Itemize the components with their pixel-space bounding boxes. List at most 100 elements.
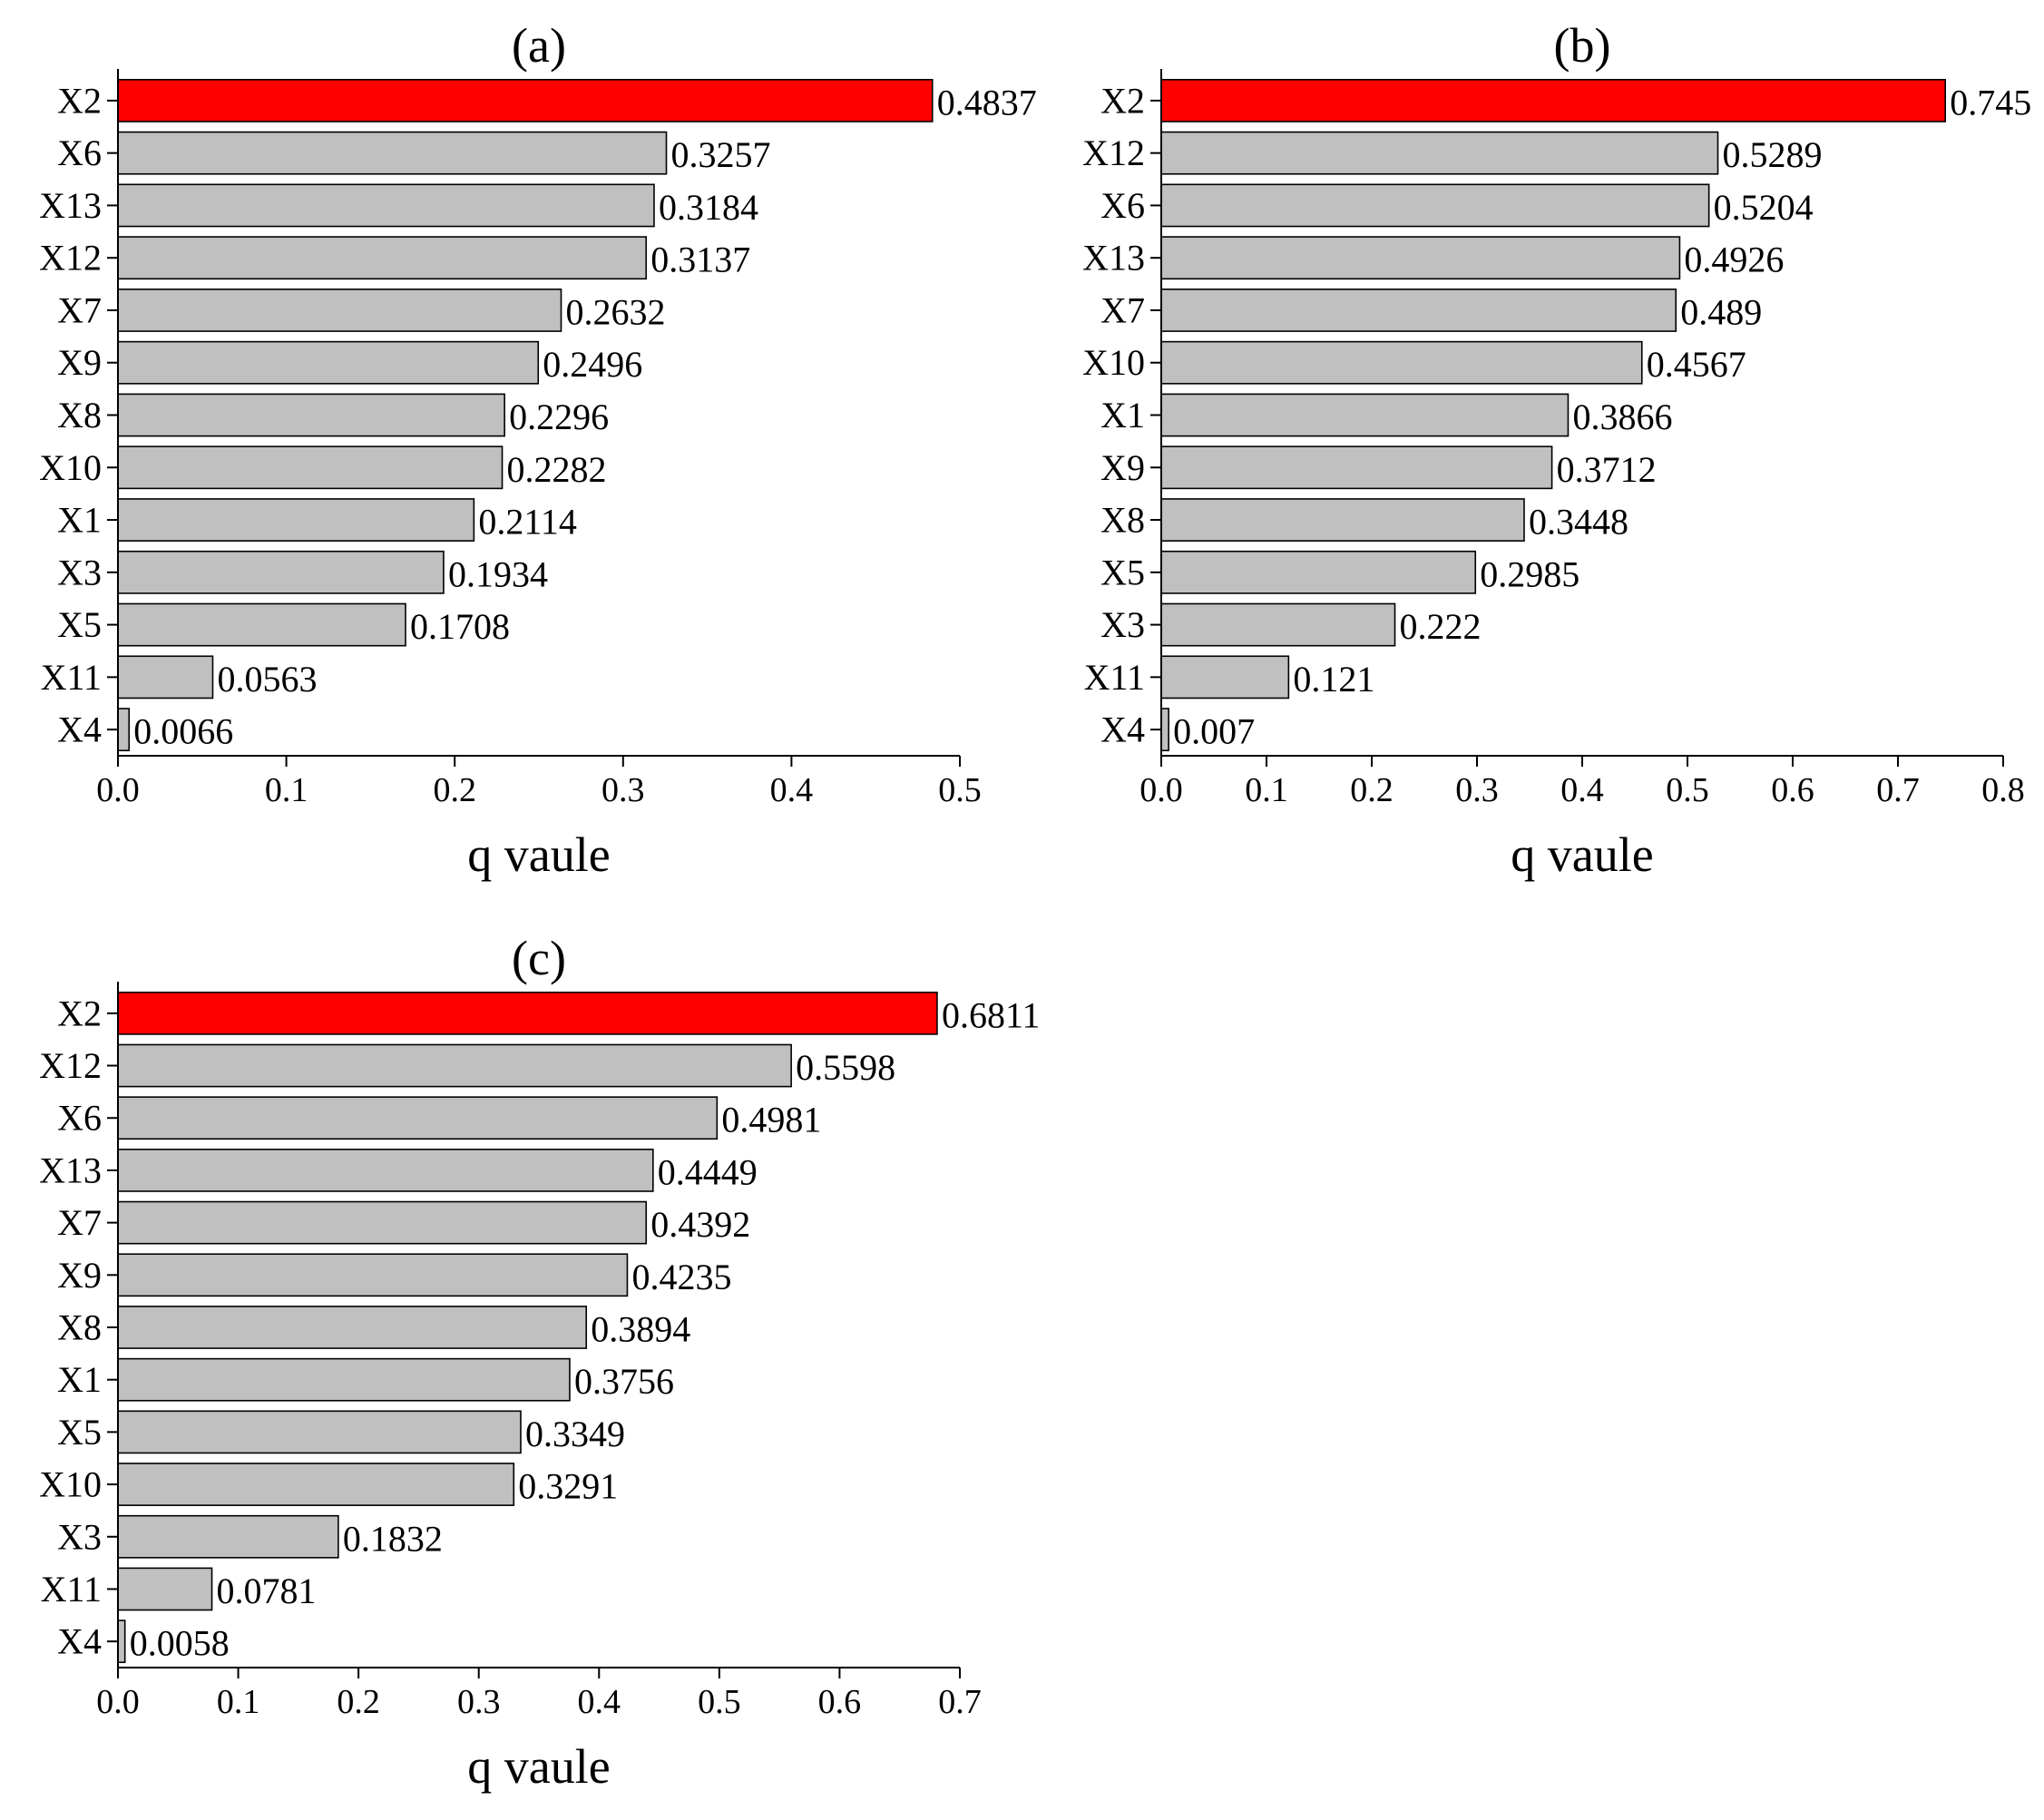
category-label-b: X6 [1100, 185, 1145, 226]
bar-x10-b [1160, 340, 1643, 385]
x-tick-label-a: 0.3 [601, 771, 645, 809]
x-tick-label-c: 0.6 [818, 1683, 862, 1721]
bar-x7-b [1160, 289, 1677, 332]
bar-x2-b [1160, 78, 1947, 122]
bar-x12-c [117, 1043, 792, 1088]
x-tick-label-b: 0.2 [1350, 771, 1394, 809]
bar-x9-c [117, 1253, 629, 1297]
category-label-c: X2 [57, 993, 102, 1033]
data-label-b: 0.222 [1400, 606, 1482, 647]
category-label-a: X10 [39, 447, 102, 488]
bar-x1-b [1160, 393, 1570, 437]
bar-x13-a [117, 183, 655, 228]
data-label-c: 0.5598 [796, 1047, 895, 1088]
bar-x8-a [117, 393, 505, 437]
bar-x5-a [117, 602, 406, 647]
x-tick-label-c: 0.1 [217, 1683, 260, 1721]
category-label-a: X12 [39, 238, 102, 279]
data-label-a: 0.0563 [217, 659, 317, 700]
data-label-a: 0.0066 [133, 711, 233, 752]
data-label-c: 0.3349 [525, 1414, 625, 1454]
category-label-c: X11 [41, 1569, 102, 1610]
category-label-b: X11 [1084, 657, 1145, 698]
data-label-a: 0.1934 [448, 553, 548, 594]
bar-x8-b [1160, 498, 1525, 542]
bar-x3-a [117, 550, 445, 594]
category-label-a: X3 [57, 552, 102, 592]
bar-x5-c [117, 1410, 522, 1454]
x-tick-label-c: 0.2 [337, 1683, 380, 1721]
category-label-c: X1 [57, 1359, 102, 1400]
x-tick-label-c: 0.0 [96, 1683, 140, 1721]
data-label-b: 0.4567 [1647, 344, 1746, 385]
data-label-a: 0.1708 [410, 606, 510, 647]
chart-title-b: (b) [1554, 18, 1611, 73]
bar-x10-a [117, 445, 504, 490]
category-label-b: X12 [1082, 132, 1145, 173]
x-tick-label-b: 0.6 [1771, 771, 1814, 809]
data-label-c: 0.4392 [650, 1204, 750, 1245]
x-tick-label-a: 0.4 [770, 771, 814, 809]
category-label-c: X12 [39, 1045, 102, 1086]
data-label-b: 0.007 [1173, 711, 1255, 752]
category-label-a: X5 [57, 604, 102, 645]
data-label-b: 0.121 [1293, 659, 1374, 700]
bar-x9-a [117, 340, 540, 385]
data-label-b: 0.3866 [1572, 396, 1672, 437]
bar-x4-c [117, 1619, 126, 1664]
data-label-b: 0.745 [1950, 82, 2031, 122]
category-label-b: X8 [1100, 500, 1145, 541]
category-label-a: X7 [57, 289, 102, 330]
data-label-b: 0.3712 [1557, 449, 1657, 490]
data-label-c: 0.3894 [591, 1309, 690, 1350]
category-label-a: X6 [57, 132, 102, 173]
category-label-c: X13 [39, 1150, 102, 1190]
category-label-c: X4 [57, 1621, 102, 1662]
bar-x11-c [117, 1567, 213, 1611]
chart-title-a: (a) [512, 18, 566, 73]
x-tick-label-a: 0.2 [433, 771, 476, 809]
category-label-b: X7 [1100, 289, 1145, 330]
x-tick-label-b: 0.3 [1455, 771, 1499, 809]
x-axis-title-b: q vaule [1511, 827, 1653, 882]
bar-x6-b [1160, 183, 1710, 228]
data-label-b: 0.5204 [1714, 187, 1814, 228]
data-label-a: 0.2296 [509, 396, 609, 437]
category-label-a: X4 [57, 709, 102, 750]
data-label-a: 0.2114 [478, 502, 577, 543]
category-label-c: X8 [57, 1307, 102, 1348]
bar-x3-c [117, 1514, 339, 1559]
category-label-a: X1 [57, 500, 102, 541]
data-label-c: 0.6811 [942, 994, 1041, 1035]
bar-x13-b [1160, 236, 1681, 280]
bar-x7-a [117, 289, 562, 332]
data-label-b: 0.5289 [1723, 134, 1823, 175]
x-tick-label-c: 0.3 [457, 1683, 501, 1721]
x-tick-label-b: 0.1 [1245, 771, 1288, 809]
bar-x9-b [1160, 445, 1553, 490]
category-label-b: X13 [1082, 238, 1145, 279]
bar-x1-c [117, 1357, 571, 1402]
bar-x13-c [117, 1149, 654, 1192]
category-label-a: X9 [57, 342, 102, 383]
data-label-b: 0.489 [1680, 291, 1762, 332]
bar-x3-b [1160, 602, 1396, 647]
x-tick-label-b: 0.5 [1666, 771, 1709, 809]
data-label-b: 0.2985 [1480, 553, 1579, 594]
data-label-b: 0.3448 [1529, 502, 1628, 543]
category-label-a: X11 [41, 657, 102, 698]
category-label-c: X9 [57, 1255, 102, 1296]
x-tick-label-b: 0.0 [1139, 771, 1183, 809]
x-tick-label-c: 0.7 [938, 1683, 982, 1721]
bar-x12-b [1160, 131, 1719, 175]
data-label-c: 0.0781 [217, 1570, 317, 1611]
data-label-a: 0.2282 [507, 449, 607, 490]
category-label-a: X13 [39, 185, 102, 226]
x-tick-label-a: 0.0 [96, 771, 140, 809]
category-label-b: X2 [1100, 80, 1145, 121]
bar-x11-b [1160, 655, 1290, 700]
data-label-a: 0.3137 [650, 240, 750, 280]
